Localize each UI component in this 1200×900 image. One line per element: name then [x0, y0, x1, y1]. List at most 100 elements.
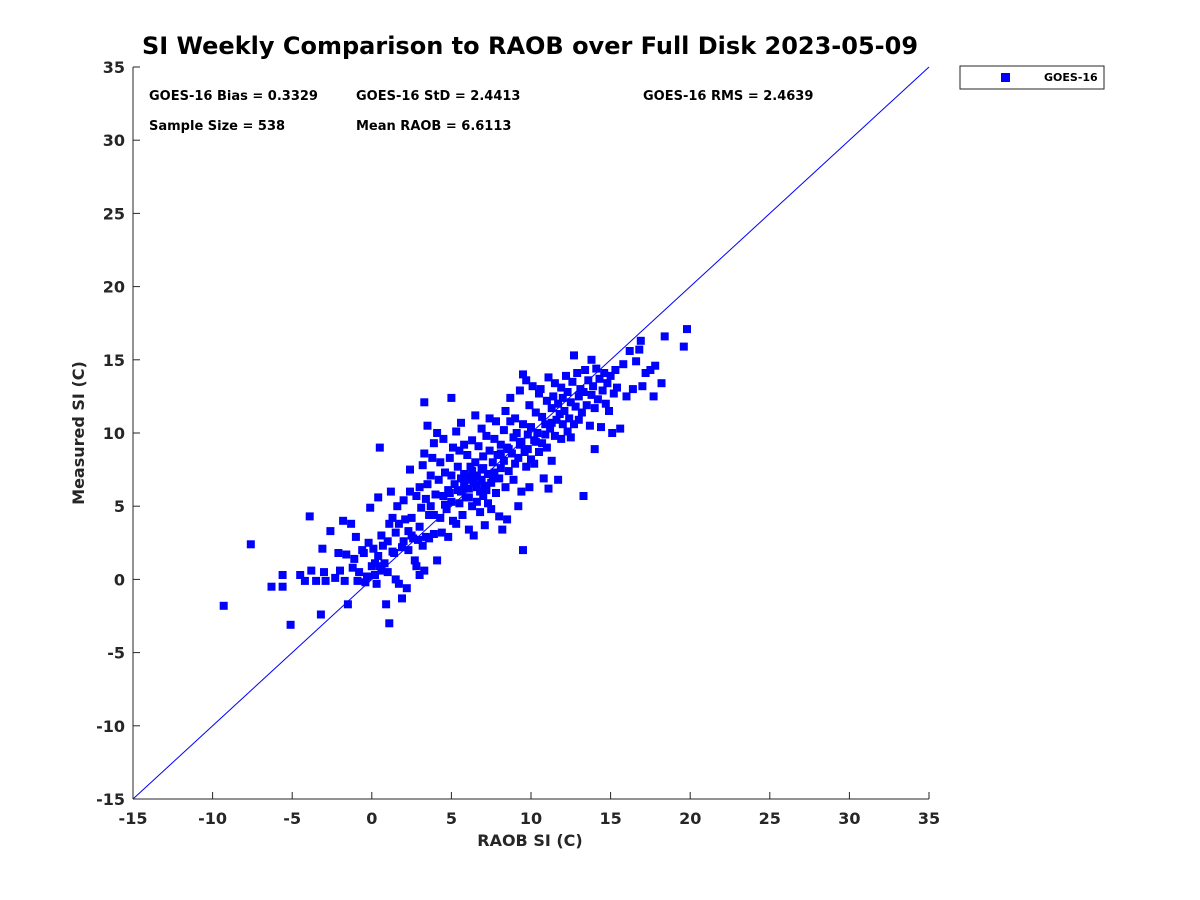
data-point	[511, 459, 520, 468]
data-point	[340, 576, 349, 585]
data-point	[394, 579, 403, 588]
data-point	[600, 369, 609, 377]
legend: GOES-16	[959, 65, 1105, 90]
data-point	[404, 527, 413, 536]
data-point	[562, 371, 570, 380]
data-point	[472, 497, 481, 506]
data-point	[519, 546, 527, 555]
data-point	[498, 525, 507, 534]
x-axis-ticks: -15 -10 -5 0 5 10 15 20 25 30 35	[119, 792, 940, 828]
data-point	[415, 522, 424, 531]
data-point	[492, 489, 500, 497]
data-point	[566, 433, 575, 442]
data-point	[584, 376, 593, 385]
y-tick-label: -15	[96, 790, 125, 809]
data-point	[429, 439, 438, 448]
data-point	[499, 456, 508, 465]
data-point	[582, 401, 591, 410]
data-point	[597, 423, 605, 432]
data-point	[487, 478, 496, 487]
data-point	[374, 552, 383, 560]
data-point	[429, 530, 438, 538]
data-point	[361, 578, 370, 587]
data-point	[466, 462, 475, 471]
data-point	[496, 440, 505, 449]
stat-rms: GOES-16 RMS = 2.4639	[643, 89, 813, 104]
data-point	[449, 443, 457, 452]
x-tick-label: 20	[679, 809, 701, 828]
data-point	[296, 571, 305, 579]
data-point	[651, 361, 660, 370]
data-point	[471, 411, 480, 420]
data-point	[499, 426, 508, 435]
data-point	[522, 462, 531, 471]
data-point	[476, 508, 485, 517]
data-point	[364, 538, 373, 547]
data-point	[426, 502, 435, 511]
data-point	[412, 562, 421, 571]
data-point	[547, 404, 556, 413]
data-point	[267, 582, 276, 591]
data-point	[439, 434, 448, 443]
data-point	[535, 448, 543, 456]
data-point	[380, 559, 389, 568]
data-point	[544, 373, 553, 382]
data-point	[601, 399, 610, 408]
data-point	[485, 446, 494, 455]
data-point	[598, 386, 607, 395]
data-point	[391, 528, 400, 537]
data-point	[570, 351, 578, 360]
data-point	[519, 370, 527, 379]
data-point	[476, 487, 485, 496]
data-point	[219, 601, 228, 610]
data-point	[490, 434, 499, 443]
data-point	[326, 527, 335, 536]
data-point	[636, 336, 645, 345]
data-point	[527, 423, 535, 432]
data-point	[383, 537, 392, 546]
data-point	[563, 427, 572, 436]
data-point	[415, 571, 424, 579]
data-point	[603, 379, 612, 388]
axes: -15 -10 -5 0 5 10 15 20 25 30 35 -15 -10 -5 0 5 10 15 20 2…	[96, 58, 940, 828]
data-point	[628, 385, 637, 394]
data-point	[523, 445, 532, 454]
data-point	[608, 429, 617, 437]
data-point	[549, 392, 558, 401]
data-point	[501, 407, 510, 415]
stat-sample-size: Sample Size = 538	[149, 119, 285, 134]
data-point	[363, 572, 371, 581]
data-point	[563, 388, 572, 396]
data-point	[541, 430, 550, 439]
data-point	[415, 483, 424, 492]
data-point	[531, 437, 540, 446]
data-point	[517, 487, 526, 496]
data-point	[420, 449, 429, 458]
data-point	[557, 434, 566, 443]
data-point	[550, 431, 559, 440]
legend-label-goes-16: GOES-16	[1044, 71, 1098, 84]
data-point	[385, 619, 394, 628]
data-point	[452, 519, 461, 528]
data-point	[574, 415, 583, 424]
data-point	[482, 486, 491, 495]
data-point	[445, 453, 454, 462]
data-point	[542, 396, 551, 405]
data-point	[482, 431, 491, 440]
data-point	[616, 424, 625, 433]
data-point	[343, 600, 352, 609]
data-point	[353, 576, 362, 585]
data-point	[501, 483, 510, 492]
data-point	[457, 474, 465, 483]
data-point	[514, 502, 523, 511]
data-point	[552, 415, 561, 424]
data-point	[423, 421, 432, 430]
data-point	[460, 480, 469, 489]
data-point	[613, 383, 621, 392]
data-point	[383, 568, 392, 577]
data-point	[375, 443, 384, 452]
data-point	[474, 442, 483, 451]
data-point	[375, 562, 384, 571]
data-point	[530, 459, 539, 468]
data-point	[581, 366, 590, 374]
